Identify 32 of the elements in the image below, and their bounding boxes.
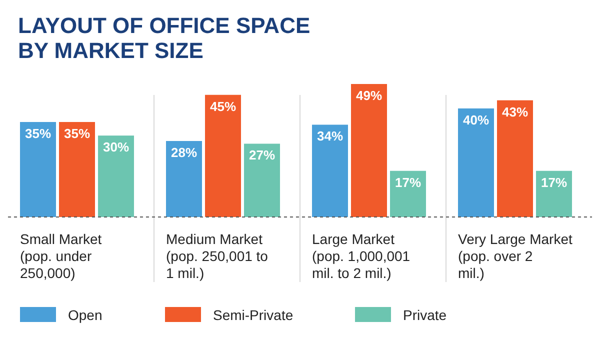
x-tick-label: Very Large Market (pop. over 2 mil.): [458, 231, 572, 281]
bar: [59, 122, 95, 217]
x-tick-label: Large Market (pop. 1,000,001 mil. to 2 mil.): [312, 231, 410, 281]
legend-label: Semi-Private: [213, 307, 294, 323]
data-label: 34%: [316, 128, 344, 144]
data-label: 35%: [64, 126, 90, 141]
data-label: 17%: [394, 174, 422, 190]
bar: [244, 144, 280, 217]
data-label: 40%: [462, 112, 490, 128]
bar: [497, 100, 533, 217]
data-label: 43%: [502, 104, 528, 120]
data-label: 28%: [170, 145, 198, 160]
bar: [312, 124, 348, 217]
bar: [351, 84, 387, 217]
bar: [20, 122, 56, 217]
data-label: 35%: [24, 126, 52, 141]
legend-label: Private: [403, 307, 447, 323]
bar: [458, 108, 494, 217]
data-label: 30%: [102, 140, 130, 155]
x-tick-label: Small Market (pop. under 250,000): [20, 231, 102, 281]
data-label: 45%: [210, 98, 236, 114]
bar: [390, 170, 426, 217]
x-tick-label: Medium Market (pop. 250,001 to 1 mil.): [166, 231, 268, 281]
bar: [205, 94, 241, 217]
data-label: 27%: [248, 148, 276, 163]
chart-title: LAYOUT OF OFFICE SPACE BY MARKET SIZE: [18, 13, 310, 63]
bar: [536, 170, 572, 217]
bar: [98, 136, 134, 217]
legend-label: Open: [68, 307, 102, 323]
data-label: 17%: [540, 174, 568, 190]
data-label: 49%: [356, 88, 382, 103]
bar: [166, 141, 202, 217]
